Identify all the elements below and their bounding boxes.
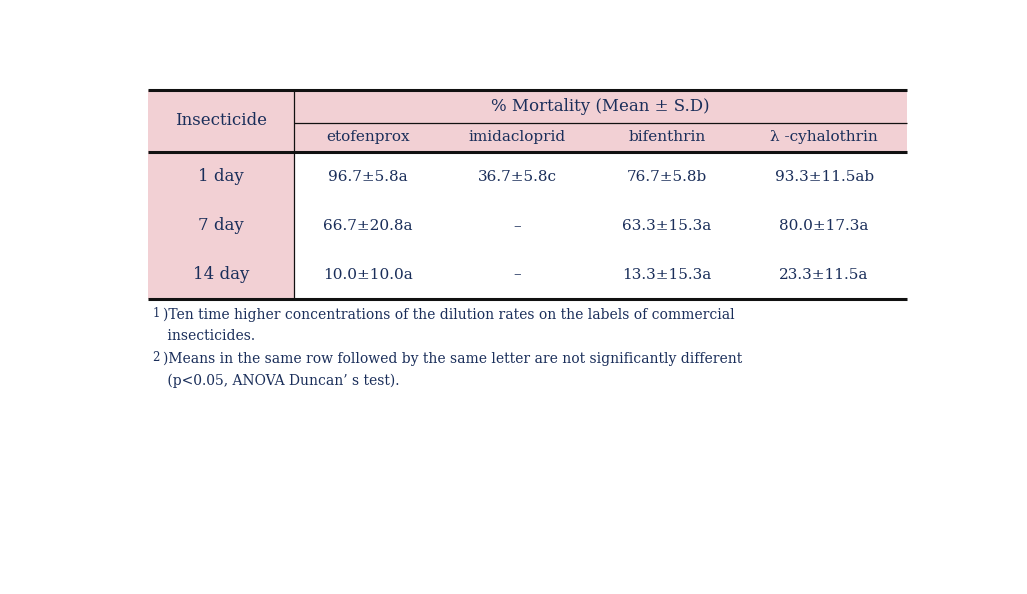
Text: 2: 2 <box>152 351 159 364</box>
Text: 14 day: 14 day <box>193 266 250 283</box>
Bar <box>148 250 294 299</box>
Text: 7 day: 7 day <box>198 217 243 234</box>
Text: 1 day: 1 day <box>198 168 243 185</box>
Text: 10.0±10.0a: 10.0±10.0a <box>324 267 413 282</box>
Bar <box>148 201 294 250</box>
Bar <box>148 152 294 201</box>
Bar <box>593 250 741 299</box>
Bar <box>741 201 907 250</box>
Text: (p<0.05, ANOVA Duncan’ s test).: (p<0.05, ANOVA Duncan’ s test). <box>162 373 400 387</box>
Bar <box>593 201 741 250</box>
Text: imidacloprid: imidacloprid <box>469 130 566 144</box>
Text: bifenthrin: bifenthrin <box>629 130 706 144</box>
Bar <box>593 152 741 201</box>
Text: Insecticide: Insecticide <box>175 112 267 129</box>
Bar <box>741 250 907 299</box>
Text: etofenprox: etofenprox <box>327 130 410 144</box>
Text: 63.3±15.3a: 63.3±15.3a <box>622 219 712 233</box>
Text: –: – <box>514 267 522 282</box>
Bar <box>294 152 443 201</box>
Bar <box>294 250 443 299</box>
Text: 66.7±20.8a: 66.7±20.8a <box>324 219 413 233</box>
Text: λ -cyhalothrin: λ -cyhalothrin <box>770 130 878 144</box>
Bar <box>443 250 593 299</box>
Text: )Ten time higher concentrations of the dilution rates on the labels of commercia: )Ten time higher concentrations of the d… <box>162 307 734 322</box>
Text: 23.3±11.5a: 23.3±11.5a <box>779 267 869 282</box>
Text: 96.7±5.8a: 96.7±5.8a <box>329 170 408 184</box>
Text: –: – <box>514 219 522 233</box>
Text: 93.3±11.5ab: 93.3±11.5ab <box>774 170 874 184</box>
Text: insecticides.: insecticides. <box>162 329 255 343</box>
Text: 1: 1 <box>152 307 159 320</box>
Bar <box>148 90 907 152</box>
Text: % Mortality (Mean ± S.D): % Mortality (Mean ± S.D) <box>491 97 710 115</box>
Bar <box>443 201 593 250</box>
Text: 36.7±5.8c: 36.7±5.8c <box>478 170 557 184</box>
Bar <box>443 152 593 201</box>
Text: 13.3±15.3a: 13.3±15.3a <box>622 267 712 282</box>
Text: 80.0±17.3a: 80.0±17.3a <box>779 219 869 233</box>
Bar <box>741 152 907 201</box>
Bar <box>294 201 443 250</box>
Text: )Means in the same row followed by the same letter are not significantly differe: )Means in the same row followed by the s… <box>162 351 741 365</box>
Text: 76.7±5.8b: 76.7±5.8b <box>626 170 707 184</box>
